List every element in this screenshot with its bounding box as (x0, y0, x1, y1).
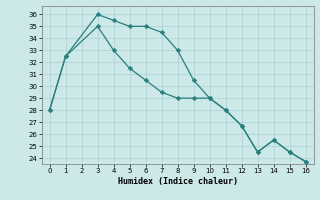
X-axis label: Humidex (Indice chaleur): Humidex (Indice chaleur) (118, 177, 237, 186)
